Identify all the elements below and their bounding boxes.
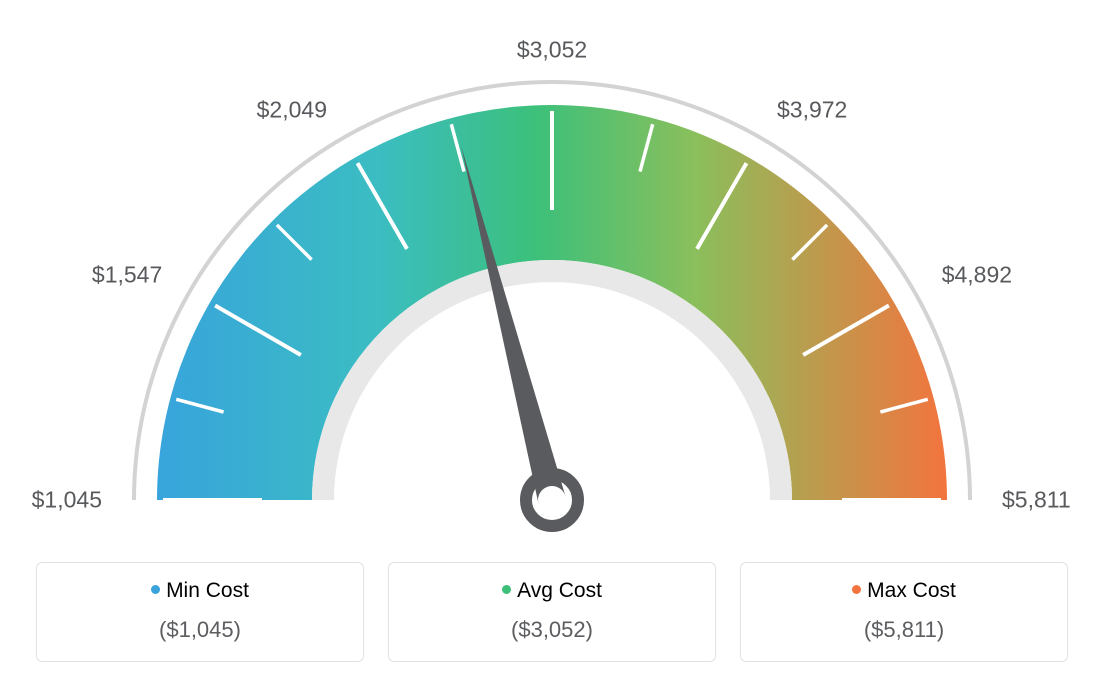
gauge-scale-label: $2,049	[257, 97, 327, 124]
gauge-scale-label: $1,547	[92, 262, 162, 289]
gauge-scale-label: $3,052	[517, 37, 587, 64]
gauge-svg	[102, 10, 1002, 570]
max-cost-value: ($5,811)	[751, 617, 1057, 643]
max-cost-title: Max Cost	[751, 579, 1057, 603]
gauge-scale-label: $4,892	[942, 262, 1012, 289]
min-cost-title: Min Cost	[47, 579, 353, 603]
avg-cost-title: Avg Cost	[399, 579, 705, 603]
min-cost-card: Min Cost ($1,045)	[36, 562, 364, 662]
gauge-scale-label: $3,972	[777, 97, 847, 124]
max-cost-card: Max Cost ($5,811)	[740, 562, 1068, 662]
avg-cost-value: ($3,052)	[399, 617, 705, 643]
avg-dot-icon	[502, 585, 511, 594]
cost-cards-row: Min Cost ($1,045) Avg Cost ($3,052) Max …	[0, 562, 1104, 662]
max-cost-label: Max Cost	[867, 579, 956, 602]
min-cost-label: Min Cost	[166, 579, 249, 602]
avg-cost-card: Avg Cost ($3,052)	[388, 562, 716, 662]
min-dot-icon	[151, 585, 160, 594]
gauge-chart: $1,045 $1,547 $2,049 $3,052 $3,972 $4,892 $5,8…	[0, 0, 1104, 560]
max-dot-icon	[852, 585, 861, 594]
min-cost-value: ($1,045)	[47, 617, 353, 643]
gauge-scale-label: $5,811	[1002, 487, 1071, 514]
avg-cost-label: Avg Cost	[517, 579, 602, 602]
gauge-scale-label: $1,045	[32, 487, 102, 514]
